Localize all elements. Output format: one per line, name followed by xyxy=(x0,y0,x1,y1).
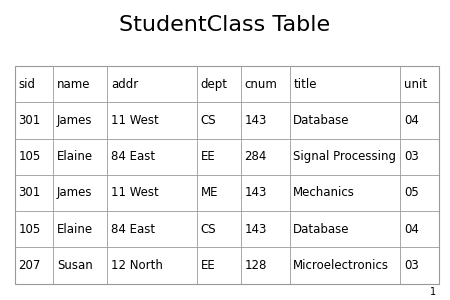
Text: 301: 301 xyxy=(18,186,40,200)
Text: 11 West: 11 West xyxy=(111,114,159,127)
Text: dept: dept xyxy=(201,78,228,91)
Text: sid: sid xyxy=(18,78,36,91)
Text: cnum: cnum xyxy=(244,78,277,91)
Text: 143: 143 xyxy=(244,223,267,236)
Text: 207: 207 xyxy=(18,259,41,272)
Text: Elaine: Elaine xyxy=(57,223,93,236)
Text: EE: EE xyxy=(201,259,216,272)
Text: 03: 03 xyxy=(404,150,419,163)
Text: Mechanics: Mechanics xyxy=(293,186,355,200)
Text: ME: ME xyxy=(201,186,218,200)
Text: title: title xyxy=(293,78,317,91)
Text: 284: 284 xyxy=(244,150,267,163)
Text: 11 West: 11 West xyxy=(111,186,159,200)
Text: 12 North: 12 North xyxy=(111,259,163,272)
Text: 105: 105 xyxy=(18,150,40,163)
Text: 105: 105 xyxy=(18,223,40,236)
Bar xyxy=(15,66,439,284)
Text: Database: Database xyxy=(293,223,350,236)
Text: CS: CS xyxy=(201,223,216,236)
Text: name: name xyxy=(57,78,90,91)
Text: EE: EE xyxy=(201,150,216,163)
Text: Database: Database xyxy=(293,114,350,127)
Text: James: James xyxy=(57,186,93,200)
Text: 301: 301 xyxy=(18,114,40,127)
Text: James: James xyxy=(57,114,93,127)
Text: Signal Processing: Signal Processing xyxy=(293,150,396,163)
Text: Elaine: Elaine xyxy=(57,150,93,163)
Text: 143: 143 xyxy=(244,114,267,127)
Text: 84 East: 84 East xyxy=(111,150,155,163)
Text: 04: 04 xyxy=(404,114,419,127)
Text: 1: 1 xyxy=(430,287,436,297)
Text: 143: 143 xyxy=(244,186,267,200)
Text: CS: CS xyxy=(201,114,216,127)
Text: 84 East: 84 East xyxy=(111,223,155,236)
Text: 04: 04 xyxy=(404,223,419,236)
Text: addr: addr xyxy=(111,78,138,91)
Text: Microelectronics: Microelectronics xyxy=(293,259,389,272)
Text: 03: 03 xyxy=(404,259,419,272)
Text: 128: 128 xyxy=(244,259,267,272)
Text: StudentClass Table: StudentClass Table xyxy=(119,15,331,35)
Text: 05: 05 xyxy=(404,186,419,200)
Text: Susan: Susan xyxy=(57,259,93,272)
Text: unit: unit xyxy=(404,78,427,91)
